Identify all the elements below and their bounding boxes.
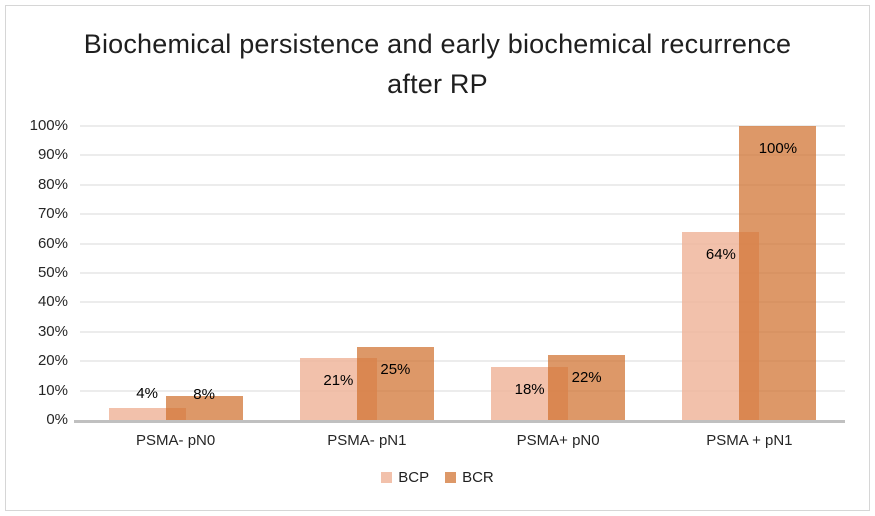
- category-slot: 18% 22%: [463, 126, 654, 420]
- y-tick-label: 50%: [37, 264, 68, 281]
- value-label: 8%: [193, 386, 215, 404]
- y-tick-label: 100%: [29, 117, 68, 134]
- gridline: [80, 183, 845, 186]
- x-category-label: PSMA- pN1: [327, 432, 407, 449]
- gridline: [80, 213, 845, 216]
- plot-area: 4% 8% 21% 25% 18% 22% 64% 100%: [74, 125, 845, 423]
- chart-title: Biochemical persistence and early bioche…: [83, 29, 792, 99]
- gridline: [80, 125, 845, 127]
- legend: BCP BCR: [0, 469, 875, 486]
- y-tick-label: 0%: [46, 411, 68, 428]
- x-category-label: PSMA- pN0: [136, 432, 216, 449]
- value-label: 64%: [705, 245, 736, 263]
- value-label: 18%: [514, 381, 545, 399]
- value-label: 4%: [136, 385, 158, 403]
- chart-border: [5, 5, 870, 511]
- y-tick-label: 60%: [37, 234, 68, 252]
- x-axis-line: [74, 420, 845, 423]
- y-tick-label: 30%: [37, 322, 68, 340]
- gridline: [80, 360, 845, 363]
- value-label: 22%: [571, 369, 602, 387]
- gridline: [80, 301, 845, 304]
- legend-item: BCP: [381, 469, 429, 486]
- y-tick-label: 70%: [37, 205, 68, 223]
- legend-swatch-bcp: [381, 472, 393, 483]
- y-tick-label: 40%: [37, 293, 68, 311]
- bar-bcp: [108, 408, 186, 420]
- legend-item: BCR: [445, 469, 494, 486]
- bar-pair: 21% 25%: [299, 126, 434, 420]
- value-label: 25%: [380, 360, 411, 378]
- bar-bcr: [356, 346, 434, 420]
- value-label: 21%: [323, 372, 354, 390]
- bar-pair: 18% 22%: [491, 126, 626, 420]
- category-slot: 21% 25%: [271, 126, 462, 420]
- gridline: [80, 154, 845, 157]
- y-tick-label: 20%: [37, 352, 68, 370]
- bar-pair: 64% 100%: [682, 126, 817, 420]
- x-category-label: PSMA+ pN0: [516, 432, 600, 449]
- bar-bcr: [739, 126, 817, 420]
- gridline: [80, 389, 845, 392]
- gridline: [80, 272, 845, 274]
- legend-swatch-bcr: [445, 472, 457, 483]
- y-tick-label: 90%: [37, 146, 68, 164]
- y-tick-label: 80%: [37, 175, 68, 193]
- bar-pair: 4% 8%: [108, 126, 243, 420]
- gridline: [80, 330, 845, 333]
- bar-bcr: [548, 355, 626, 420]
- y-tick-label: 10%: [37, 381, 68, 399]
- category-slot: 4% 8%: [80, 126, 271, 420]
- x-category-label: PSMA + pN1: [706, 432, 793, 449]
- value-label: 100%: [758, 140, 798, 157]
- bar-bcr: [165, 396, 243, 420]
- legend-label: BCP: [398, 469, 430, 486]
- gridline: [80, 242, 845, 245]
- category-slot: 64% 100%: [654, 126, 845, 420]
- legend-label: BCR: [462, 469, 494, 486]
